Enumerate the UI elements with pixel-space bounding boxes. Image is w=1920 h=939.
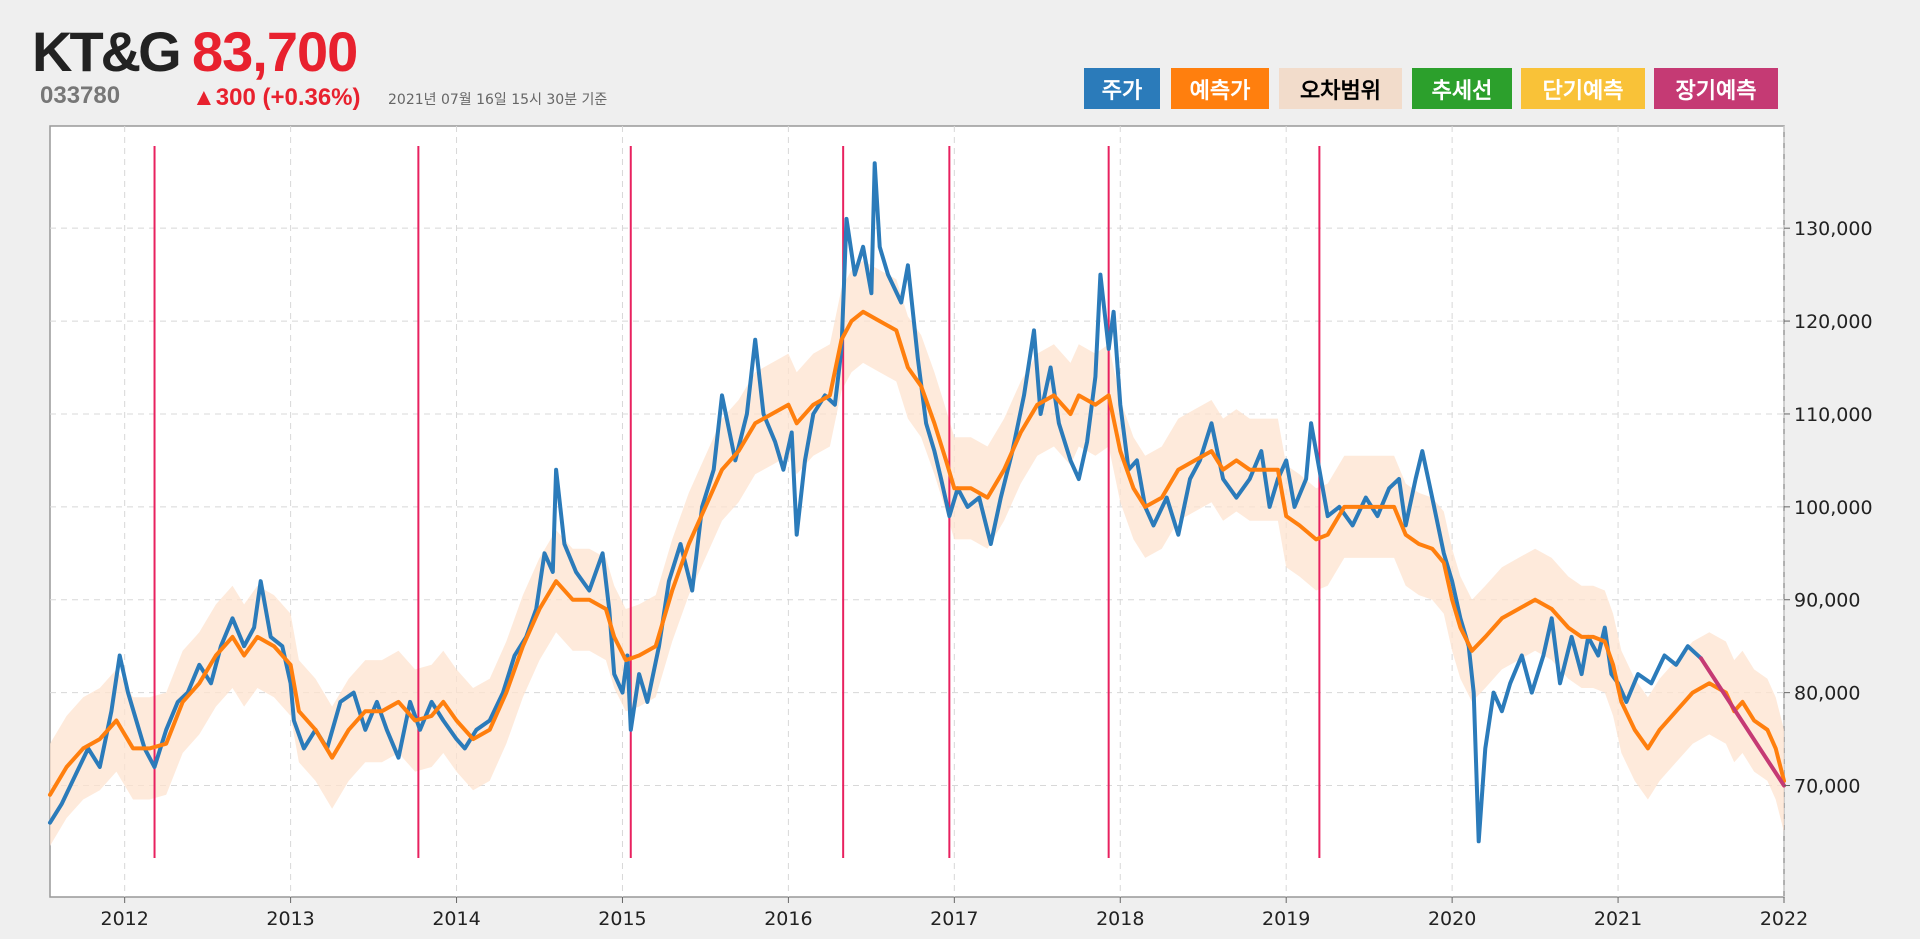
legend-long-term[interactable]: 장기예측	[1654, 68, 1778, 109]
price-line	[48, 161, 1703, 844]
legend-price[interactable]: 주가	[1084, 68, 1160, 109]
long-term-forecast-line	[1699, 656, 1786, 788]
x-tick-label: 2014	[432, 908, 480, 930]
axes: 70,000 80,000 90,000 100,000 110,000 120,000 1…	[100, 218, 1872, 930]
x-tick-label: 2015	[598, 908, 646, 930]
y-tick-label: 70,000	[1794, 776, 1860, 798]
x-tick-label: 2022	[1760, 908, 1808, 930]
current-price: 83,700	[192, 20, 358, 83]
x-tick-label: 2016	[764, 908, 812, 930]
price-change: ▲300 (+0.36%)	[192, 84, 361, 111]
stock-code: 033780	[40, 82, 121, 109]
series	[48, 161, 1786, 844]
x-tick-label: 2020	[1428, 908, 1476, 930]
legend-short-term[interactable]: 단기예측	[1521, 68, 1645, 109]
y-tick-label: 130,000	[1794, 218, 1873, 240]
legend-forecast[interactable]: 예측가	[1171, 68, 1269, 109]
stock-name: KT&G	[32, 20, 182, 83]
y-tick-label: 120,000	[1794, 311, 1873, 333]
legend-error-range[interactable]: 오차범위	[1279, 68, 1402, 109]
x-tick-label: 2017	[930, 908, 978, 930]
error-band-area	[50, 260, 1784, 846]
timestamp: 2021년 07월 16일 15시 30분 기준	[388, 92, 608, 108]
x-tick-label: 2013	[266, 908, 314, 930]
x-tick-label: 2021	[1594, 908, 1642, 930]
error-band	[50, 260, 1784, 846]
y-tick-label: 80,000	[1794, 683, 1860, 705]
forecast-line	[48, 309, 1786, 797]
y-tick-label: 100,000	[1794, 497, 1873, 519]
x-tick-label: 2018	[1096, 908, 1144, 930]
event-lines	[153, 146, 1321, 858]
y-tick-label: 90,000	[1794, 590, 1860, 612]
y-tick-label: 110,000	[1794, 404, 1873, 426]
x-tick-label: 2012	[100, 908, 148, 930]
legend-trendline[interactable]: 추세선	[1412, 68, 1512, 109]
plot-area	[49, 125, 1785, 898]
x-tick-label: 2019	[1262, 908, 1310, 930]
